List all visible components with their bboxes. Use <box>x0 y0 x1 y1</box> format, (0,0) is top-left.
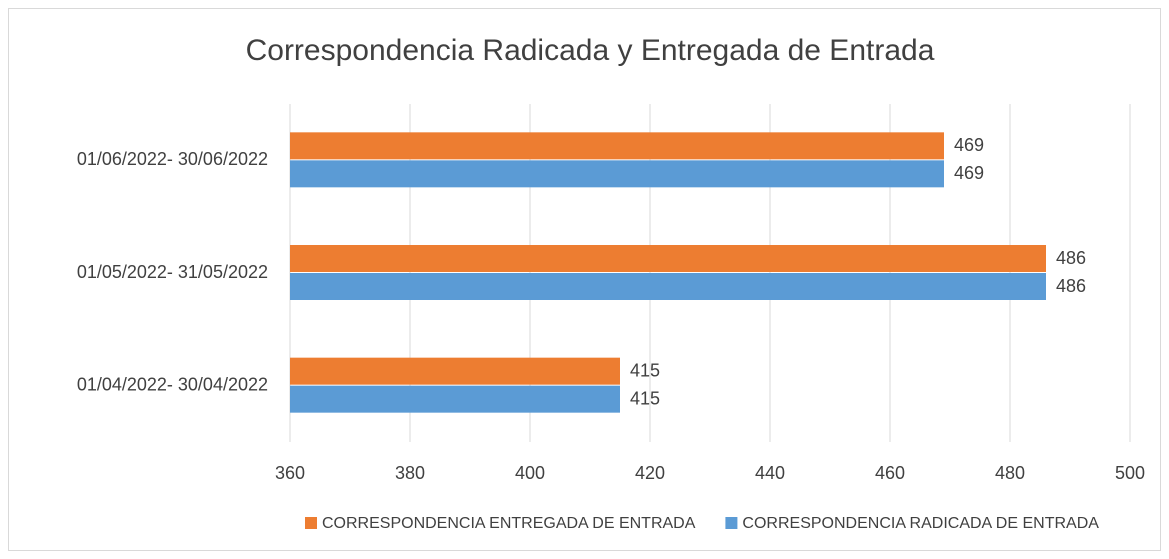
x-tick-label: 480 <box>995 463 1025 483</box>
y-tick-label: 01/05/2022- 31/05/2022 <box>77 262 268 282</box>
legend-label: CORRESPONDENCIA ENTREGADA DE ENTRADA <box>322 515 696 532</box>
y-tick-label: 01/04/2022- 30/04/2022 <box>77 374 268 394</box>
data-label: 415 <box>630 388 660 408</box>
bar <box>290 273 1046 300</box>
x-tick-label: 380 <box>395 463 425 483</box>
legend-swatch <box>305 517 317 529</box>
x-tick-label: 500 <box>1115 463 1145 483</box>
chart-title: Correspondencia Radicada y Entregada de … <box>246 34 935 67</box>
data-label: 415 <box>630 360 660 380</box>
bar <box>290 385 620 413</box>
legend-swatch <box>725 517 738 529</box>
x-tick-label: 440 <box>755 463 785 483</box>
legend-label: CORRESPONDENCIA RADICADA DE ENTRADA <box>742 515 1099 532</box>
bar <box>290 160 944 188</box>
data-label: 469 <box>954 135 984 155</box>
x-tick-label: 420 <box>635 463 665 483</box>
data-label: 486 <box>1056 248 1086 268</box>
y-tick-label: 01/06/2022- 30/06/2022 <box>77 149 268 169</box>
data-label: 469 <box>954 163 984 183</box>
bar <box>290 357 620 385</box>
bar <box>290 245 1046 272</box>
bar <box>290 132 944 160</box>
data-label: 486 <box>1056 276 1086 296</box>
x-tick-label: 360 <box>275 463 305 483</box>
x-tick-label: 400 <box>515 463 545 483</box>
x-tick-label: 460 <box>875 463 905 483</box>
